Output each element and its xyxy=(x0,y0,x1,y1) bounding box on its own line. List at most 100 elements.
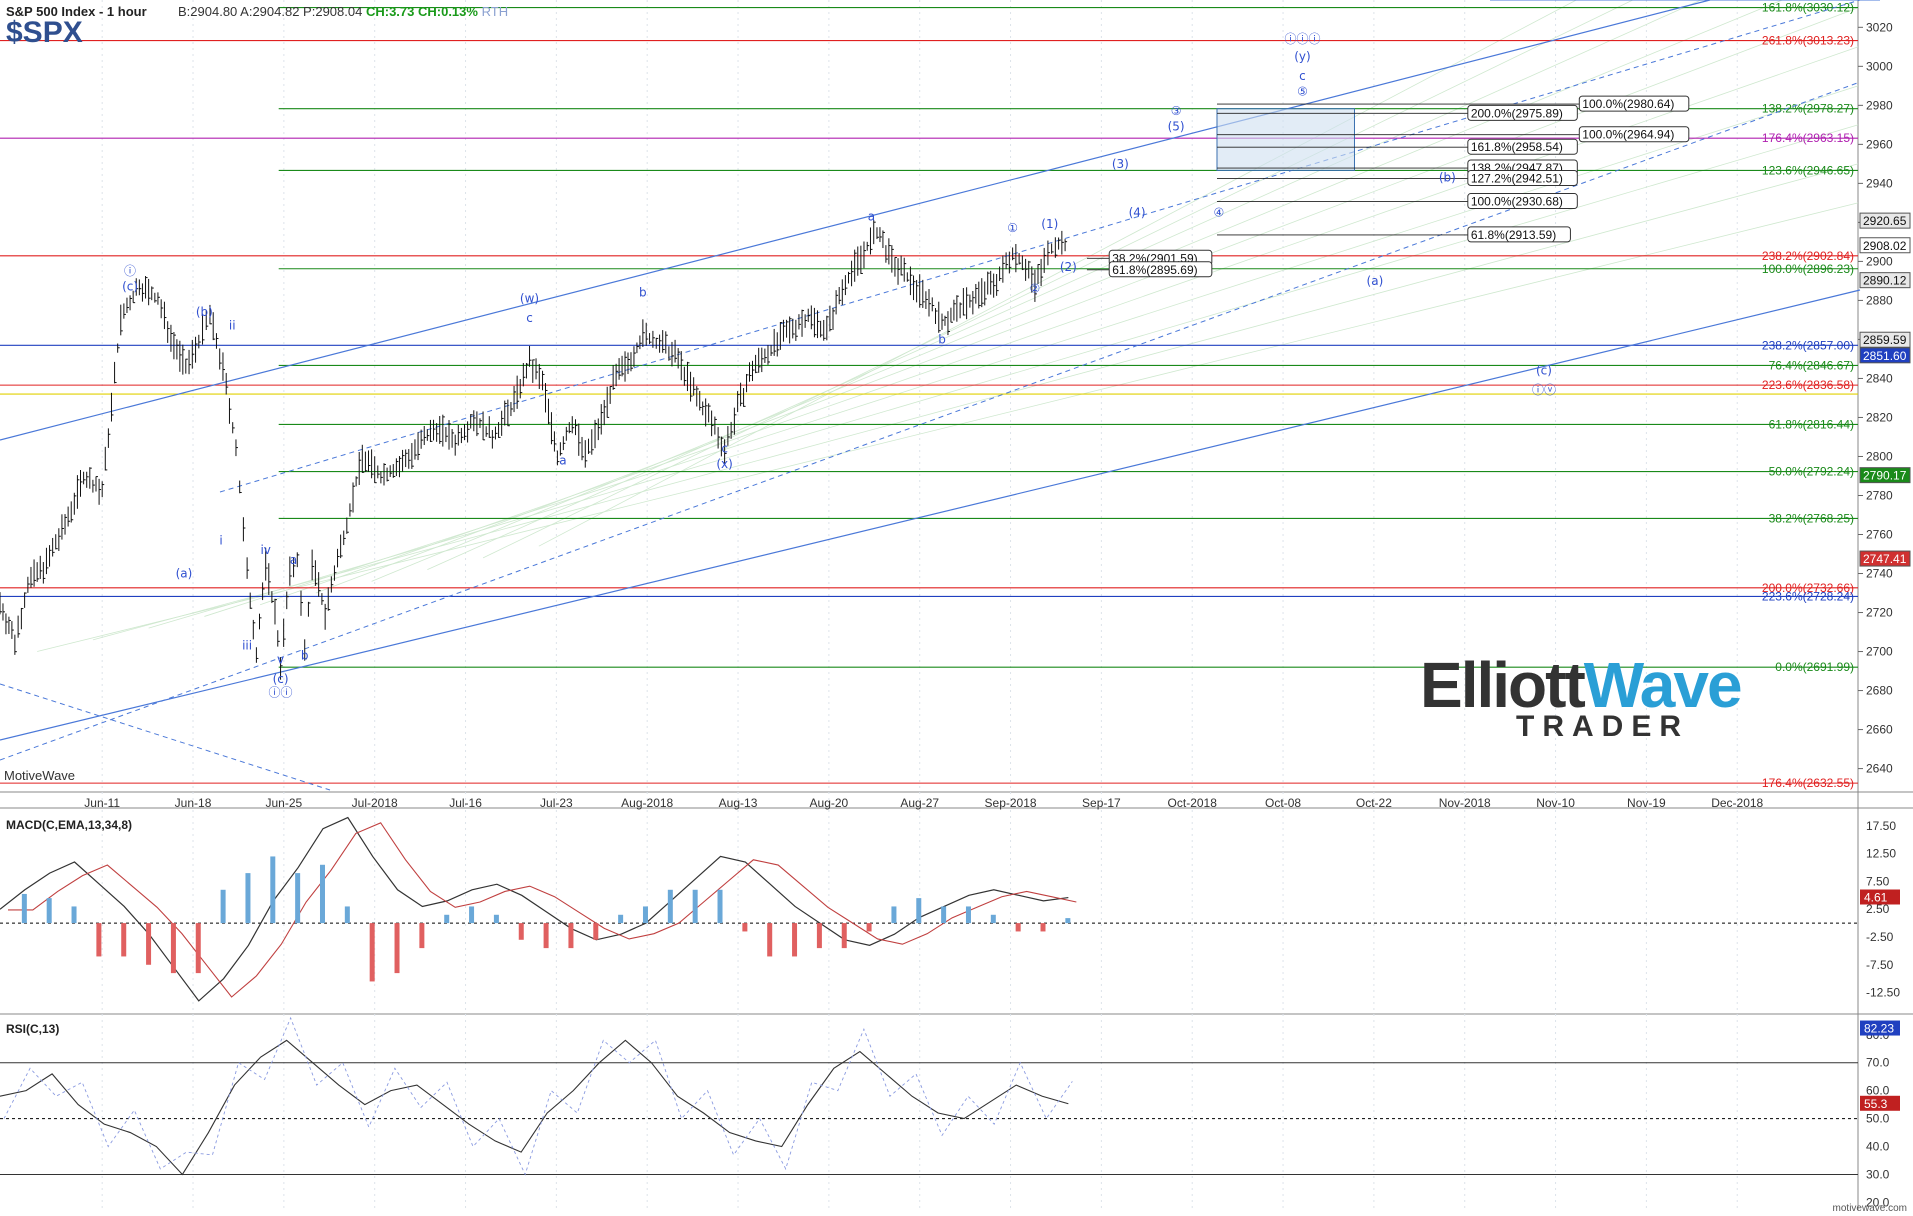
wave-label: ⓘⓘ xyxy=(269,685,293,699)
macd-line xyxy=(0,816,1069,1002)
time-tick-label: Jun-25 xyxy=(266,796,303,810)
price-tag-box xyxy=(1859,347,1911,364)
macd-histogram-bar xyxy=(170,923,176,974)
macd-histogram-bar xyxy=(692,889,698,924)
time-tick-label: Nov-19 xyxy=(1627,796,1666,810)
rsi-upper-label: 82.23 xyxy=(1864,1022,1894,1036)
price-tag-box xyxy=(1859,237,1911,254)
rsi-tick-label: 40.0 xyxy=(1866,1140,1890,1154)
fib-label: 238.2%(2902.84) xyxy=(1762,249,1854,263)
price-tag-label: 2851.60 xyxy=(1863,349,1907,363)
macd-tick-label: 12.50 xyxy=(1866,847,1896,861)
wave-label: (b) xyxy=(1439,170,1456,184)
macd-histogram-bar xyxy=(667,889,673,924)
price-tag-label: 2790.17 xyxy=(1863,469,1907,483)
macd-histogram-bar xyxy=(891,906,897,924)
fib-label: 61.8%(2816.44) xyxy=(1769,417,1854,431)
price-tick-label: 2680 xyxy=(1866,684,1893,698)
fib-label: 38.2%(2768.25) xyxy=(1769,511,1854,525)
time-tick-label: Jul-23 xyxy=(540,796,573,810)
macd-histogram-bar xyxy=(394,923,400,974)
price-tag-label: 2859.59 xyxy=(1863,333,1907,347)
target-box xyxy=(1216,108,1355,171)
logo-elliott: Elliott xyxy=(1420,649,1586,721)
fib-label: 176.4%(2963.15) xyxy=(1762,131,1854,145)
fib-label: 223.6%(2836.58) xyxy=(1762,378,1854,392)
wave-label: (a) xyxy=(176,566,193,580)
fib-label: 223.6%(2728.24) xyxy=(1762,589,1854,603)
macd-histogram-bar xyxy=(419,923,425,949)
macd-histogram-bar xyxy=(444,914,450,924)
wave-label: (w) xyxy=(520,291,539,305)
macd-tick-label: -2.50 xyxy=(1866,930,1894,944)
wave-label: b xyxy=(938,332,946,346)
upper-channel-line xyxy=(0,0,1711,441)
wave-label: ⓘⓘⓘ xyxy=(1284,32,1320,46)
wave-label: (y) xyxy=(1294,49,1310,63)
target-label-box xyxy=(1108,261,1213,278)
rsi-tick-label: 50.0 xyxy=(1866,1112,1890,1126)
wave-label: ① xyxy=(1007,221,1018,235)
wave-label: (c) xyxy=(1536,364,1552,378)
target-label-box xyxy=(1467,193,1578,210)
target-label: 100.0%(2930.68) xyxy=(1471,195,1563,209)
macd-histogram-bar xyxy=(767,923,773,957)
macd-histogram-bar xyxy=(841,923,847,949)
rsi-tick-label: 20.0 xyxy=(1866,1195,1890,1209)
rsi-tick-label: 30.0 xyxy=(1866,1167,1890,1181)
price-tick-label: 2880 xyxy=(1866,293,1893,307)
wave-label: c xyxy=(526,311,533,325)
macd-value-label: 4.61 xyxy=(1864,891,1888,905)
wave-label: ③ xyxy=(1171,104,1182,118)
macd-histogram-bar xyxy=(941,906,947,924)
time-tick-label: Dec-2018 xyxy=(1711,796,1763,810)
wave-label: a xyxy=(868,209,875,223)
wave-label: ② xyxy=(1030,282,1041,296)
wave-label: (3) xyxy=(1112,157,1129,171)
target-label-box xyxy=(1467,226,1571,243)
macd-histogram-bar xyxy=(518,923,524,940)
symbol-label: $SPX xyxy=(6,16,83,49)
macd-histogram-bar xyxy=(866,923,872,932)
macd-panel: 17.50 12.50 7.50 2.50 -2.50 -7.50 -12.50 4.61 xyxy=(0,816,1900,1002)
target-label: 100.0%(2980.64) xyxy=(1582,97,1674,111)
macd-histogram-bar xyxy=(568,923,574,949)
time-tick-label: Oct-2018 xyxy=(1168,796,1218,810)
price-tag-box xyxy=(1859,550,1911,567)
quote-line: B:2904.80 A:2904.82 P:2908.04 CH:3.73 CH… xyxy=(178,4,508,19)
target-label: 61.8%(2895.69) xyxy=(1112,263,1197,277)
time-tick-label: Jul-16 xyxy=(449,796,482,810)
time-tick-label: Nov-2018 xyxy=(1439,796,1491,810)
fib-label: 76.4%(2846.67) xyxy=(1769,358,1854,372)
price-tick-label: 2980 xyxy=(1866,98,1893,112)
fib-label: 261.8%(3013.23) xyxy=(1762,34,1854,48)
bid-ask-price: B:2904.80 A:2904.82 P:2908.04 xyxy=(178,4,363,19)
fib-label: 138.2%(2978.27) xyxy=(1762,102,1854,116)
price-tick-label: 2800 xyxy=(1866,449,1893,463)
fan-line xyxy=(427,0,1702,570)
wave-label: ⓘ xyxy=(124,264,136,278)
macd-histogram-bar xyxy=(195,923,201,974)
price-tick-label: 3020 xyxy=(1866,20,1893,34)
wave-label: c xyxy=(721,442,728,456)
logo-line1: ElliottWave xyxy=(1420,648,1743,722)
macd-histogram-bar xyxy=(965,906,971,924)
target-label: 61.8%(2913.59) xyxy=(1471,228,1556,242)
target-zone: 100.0%(2980.64) 200.0%(2975.89) 100.0%(296… xyxy=(1086,95,1690,278)
wave-label: (5) xyxy=(1168,120,1185,134)
macd-histogram-bar xyxy=(916,898,922,924)
target-label-box xyxy=(1578,95,1690,112)
wave-label: (x) xyxy=(716,457,732,471)
price-tag-label: 2908.02 xyxy=(1863,239,1907,253)
time-tick-label: Sep-17 xyxy=(1082,796,1121,810)
macd-histogram-bar xyxy=(1015,923,1021,932)
chart-title: S&P 500 Index - 1 hour xyxy=(6,4,147,19)
wave-label: b xyxy=(639,286,647,300)
price-tick-label: 3000 xyxy=(1866,59,1893,73)
macd-histogram-bar xyxy=(121,923,127,957)
change-value: CH:3.73 CH:0.13% xyxy=(365,4,478,19)
macd-histogram-bar xyxy=(593,923,599,940)
macd-tick-label: 7.50 xyxy=(1866,874,1890,888)
wave-label: ii xyxy=(229,319,236,333)
